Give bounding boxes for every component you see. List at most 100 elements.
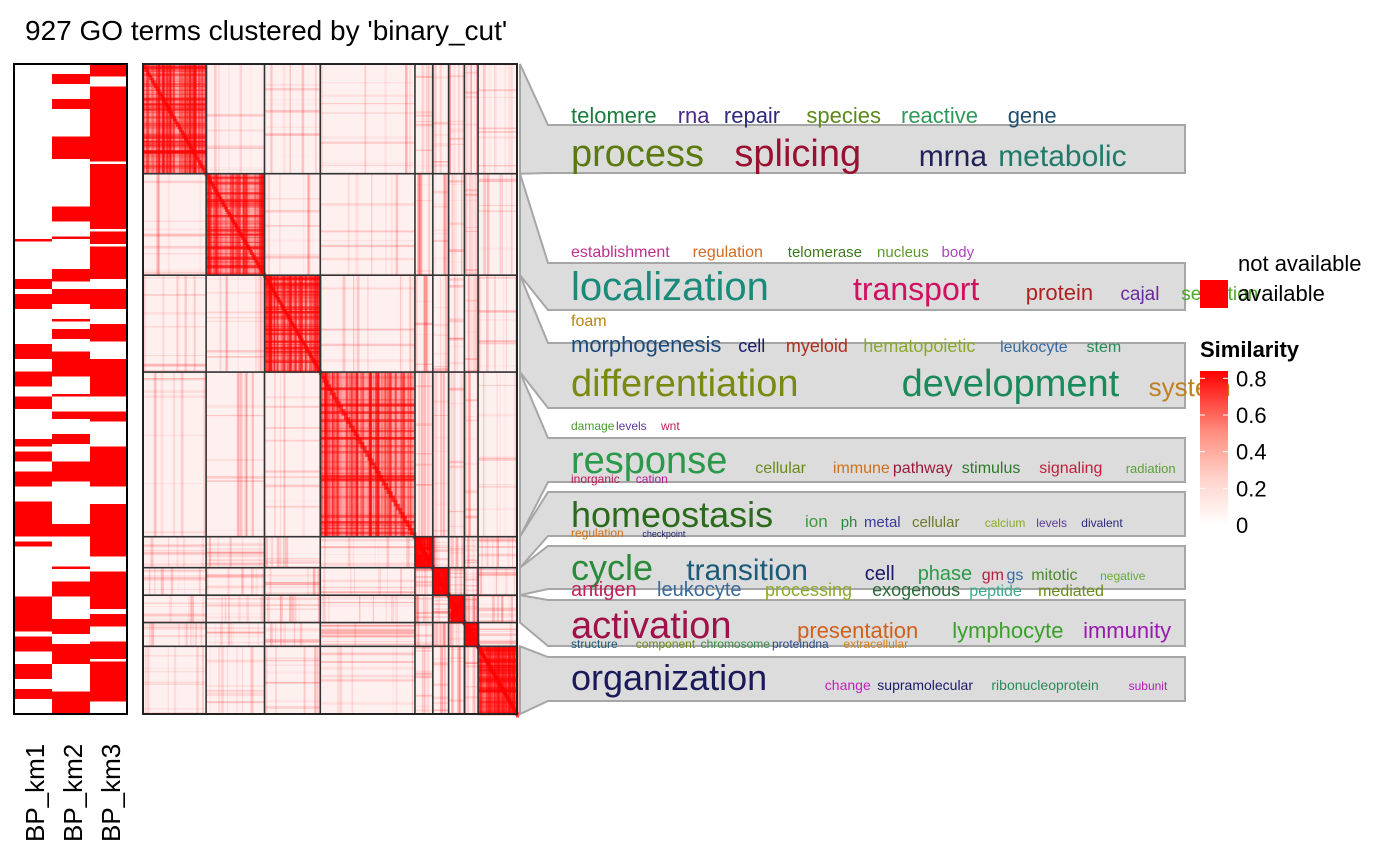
wordcloud-panels: telomere rna repair species reactive geneproc… <box>519 63 1258 716</box>
heatmap-stripe <box>206 259 265 261</box>
heatmap-stripe <box>264 286 321 290</box>
heatmap-stripe <box>444 567 447 596</box>
heatmap-stripe <box>494 64 496 174</box>
heatmap-stripe <box>487 173 490 276</box>
heatmap-stripe <box>478 650 517 653</box>
heatmap-block <box>264 372 321 537</box>
annotation-cell <box>90 201 127 207</box>
heatmap-stripe <box>414 322 433 326</box>
heatmap-stripe <box>439 64 442 174</box>
heatmap-stripe <box>264 328 321 332</box>
heatmap-stripe <box>478 178 517 182</box>
heatmap-stripe <box>414 560 433 563</box>
heatmap-stripe <box>258 275 261 373</box>
heatmap-stripe <box>478 710 517 713</box>
heatmap-stripe <box>151 64 155 174</box>
heatmap-stripe <box>439 372 442 537</box>
heatmap-stripe <box>206 114 265 117</box>
heatmap-stripe <box>264 253 321 257</box>
annotation-cell <box>52 136 90 142</box>
heatmap-stripe <box>265 103 321 104</box>
heatmap-block <box>143 622 207 647</box>
heatmap-stripe <box>266 275 269 373</box>
heatmap-stripe <box>400 567 402 596</box>
heatmap-stripe <box>432 164 449 167</box>
heatmap-stripe <box>162 64 165 174</box>
heatmap-stripe <box>303 646 306 714</box>
heatmap-stripe <box>414 642 433 645</box>
heatmap-stripe <box>432 203 449 205</box>
heatmap-stripe <box>499 372 501 537</box>
heatmap-stripe <box>432 591 449 592</box>
heatmap-stripe <box>320 387 415 390</box>
heatmap-stripe <box>320 674 415 678</box>
heatmap-stripe <box>254 275 258 373</box>
heatmap-block <box>414 173 433 276</box>
wordcloud-word: nucleus <box>877 244 929 261</box>
heatmap-block <box>264 646 321 714</box>
heatmap-stripe <box>478 553 517 557</box>
heatmap-stripe <box>184 64 187 174</box>
annotation-cell <box>14 294 52 309</box>
heatmap-stripe <box>178 622 180 647</box>
heatmap-stripe <box>449 64 452 174</box>
heatmap-stripe <box>432 568 449 571</box>
heatmap-stripe <box>143 108 207 111</box>
heatmap-stripe <box>143 620 207 622</box>
heatmap-stripe <box>229 173 232 276</box>
heatmap-stripe <box>439 275 441 373</box>
heatmap-stripe <box>206 261 265 263</box>
heatmap-stripe <box>264 476 321 479</box>
heatmap-stripe <box>448 143 465 145</box>
heatmap-stripe <box>143 66 207 69</box>
heatmap-stripe <box>448 595 465 597</box>
wordcloud-word: process <box>571 133 704 175</box>
wordcloud-word: gs <box>1007 567 1024 584</box>
heatmap-stripe <box>298 595 300 623</box>
heatmap-stripe <box>206 256 265 260</box>
heatmap-stripe <box>143 613 207 616</box>
heatmap-stripe <box>227 622 231 647</box>
heatmap-stripe <box>464 598 479 602</box>
heatmap-stripe <box>264 284 321 287</box>
wordcloud-word: homeostasis <box>571 494 773 535</box>
annotation-cell <box>90 264 127 272</box>
heatmap-stripe <box>143 164 207 168</box>
heatmap-stripe <box>283 275 284 373</box>
heatmap-stripe <box>206 181 265 185</box>
heatmap-stripe <box>478 205 517 207</box>
annotation-cell <box>90 219 127 224</box>
heatmap-stripe <box>464 628 479 630</box>
heatmap-stripe <box>448 637 465 641</box>
heatmap-stripe <box>416 595 418 623</box>
heatmap-stripe <box>511 64 513 174</box>
heatmap-stripe <box>317 567 320 596</box>
heatmap-stripe <box>264 484 321 488</box>
heatmap-stripe <box>464 593 479 596</box>
heatmap-stripe <box>478 537 517 541</box>
heatmap-stripe <box>201 64 204 174</box>
heatmap-stripe <box>320 592 415 594</box>
heatmap-stripe <box>289 595 292 623</box>
heatmap-stripe <box>206 239 265 242</box>
heatmap-stripe <box>432 611 449 614</box>
diagonal-cell <box>367 454 372 461</box>
heatmap-stripe <box>201 536 205 568</box>
heatmap-stripe <box>478 646 517 650</box>
heatmap-stripe <box>478 710 517 713</box>
heatmap-stripe <box>418 372 421 537</box>
heatmap-stripe <box>385 595 387 623</box>
heatmap-stripe <box>414 634 433 636</box>
heatmap-stripe <box>456 536 459 568</box>
heatmap-stripe <box>354 372 357 537</box>
heatmap-stripe <box>464 607 479 610</box>
heatmap-stripe <box>320 165 415 167</box>
diagonal-cell <box>180 129 184 136</box>
heatmap-stripe <box>237 275 239 373</box>
heatmap-stripe <box>299 622 303 647</box>
diagonal-cell <box>322 376 327 383</box>
heatmap-stripe <box>414 616 433 619</box>
heatmap-stripe <box>179 64 183 174</box>
heatmap-stripe <box>283 622 287 647</box>
